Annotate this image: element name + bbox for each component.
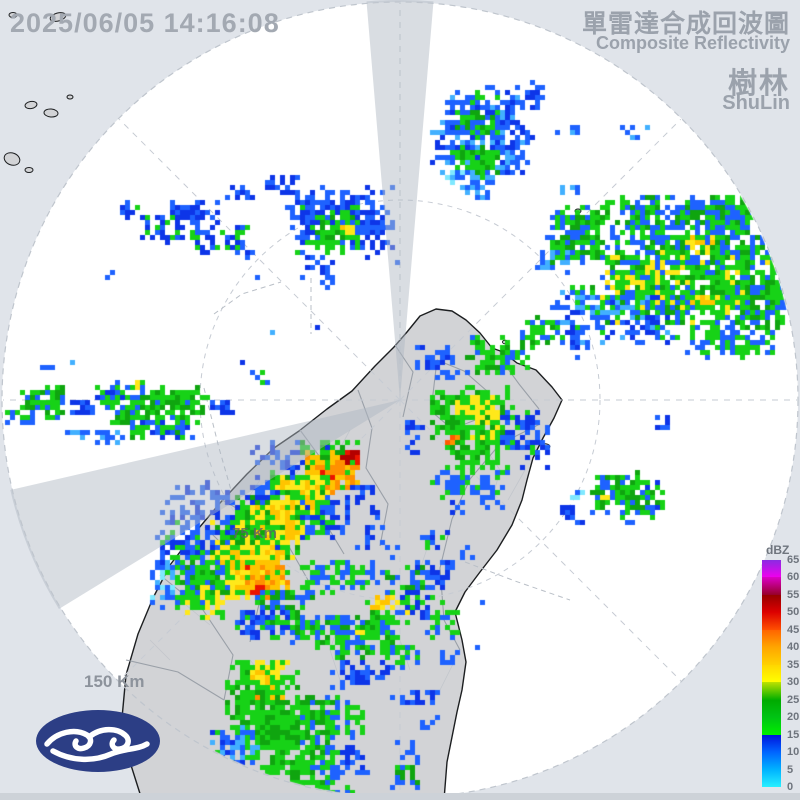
range-label-150km: 150 Km	[84, 672, 145, 691]
colorbar-tick-55: 55	[787, 588, 800, 601]
colorbar-segment-0-5	[762, 769, 781, 787]
colorbar-segment-30-35	[762, 664, 781, 683]
colorbar-tick-35: 35	[787, 658, 800, 671]
colorbar-tick-40: 40	[787, 641, 800, 654]
product-title-zh: 單雷達合成回波圖	[581, 10, 790, 38]
beam-blockage-wedge	[10, 400, 401, 609]
colorbar-unit-label: dBZ	[766, 543, 790, 557]
colorbar-segment-40-45	[762, 629, 781, 648]
logo-ellipse	[36, 710, 160, 772]
product-title-en: Composite Reflectivity	[595, 33, 790, 53]
colorbar-tick-5: 5	[787, 763, 794, 776]
colorbar-segment-55-60	[762, 577, 781, 595]
colorbar-segment-50-55	[762, 594, 781, 613]
colorbar-segment-10-15	[762, 734, 781, 753]
colorbar-segment-5-10	[762, 752, 781, 770]
colorbar-segment-25-30	[762, 682, 781, 700]
colorbar-segment-60-65	[762, 560, 781, 578]
colorbar-tick-0: 0	[787, 781, 794, 793]
colorbar-tick-45: 45	[787, 623, 800, 636]
beam-blockage-wedge	[366, 0, 434, 400]
range-label-75km: 75 Km	[232, 525, 278, 542]
colorbar-segment-45-50	[762, 612, 781, 630]
colorbar-gradient: 65 60 55 50 45 40 35 30 25 20 15 10 5 0	[762, 554, 799, 793]
colorbar-tick-30: 30	[787, 676, 800, 689]
cwb-logo	[36, 710, 160, 772]
bottom-map-edge	[0, 793, 800, 800]
colorbar: dBZ 65 60 55 50 45 40 35 30 25 20 15 10 5 0	[762, 543, 799, 793]
colorbar-segment-20-25	[762, 699, 781, 718]
colorbar-tick-10: 10	[787, 746, 800, 759]
colorbar-tick-60: 60	[787, 571, 800, 584]
colorbar-tick-25: 25	[787, 693, 800, 706]
station-name-en: ShuLin	[722, 92, 790, 114]
colorbar-tick-65: 65	[787, 554, 800, 566]
colorbar-tick-15: 15	[787, 728, 800, 741]
wave-icon	[44, 726, 150, 762]
colorbar-segment-15-20	[762, 717, 781, 735]
colorbar-tick-50: 50	[787, 606, 800, 619]
colorbar-tick-20: 20	[787, 711, 800, 724]
timestamp: 2025/06/05 14:16:08	[10, 8, 280, 38]
station-name-zh: 樹林	[727, 68, 790, 100]
colorbar-segment-35-40	[762, 647, 781, 665]
